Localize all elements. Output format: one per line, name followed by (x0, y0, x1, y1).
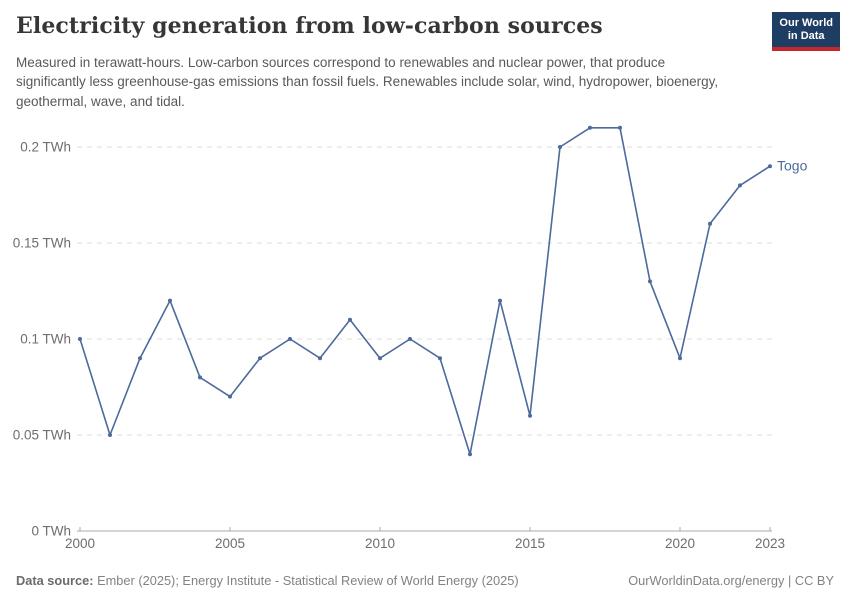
data-source: Data source: Ember (2025); Energy Instit… (16, 573, 519, 588)
data-point[interactable] (318, 356, 322, 361)
data-point[interactable] (228, 394, 232, 399)
data-point[interactable] (558, 145, 562, 149)
data-point[interactable] (168, 298, 172, 303)
data-point[interactable] (528, 413, 532, 418)
data-point[interactable] (738, 183, 742, 188)
data-point[interactable] (498, 298, 502, 303)
data-point[interactable] (708, 221, 712, 226)
data-point[interactable] (588, 125, 592, 130)
x-tick-label: 2005 (215, 536, 245, 551)
y-tick-label: 0.05 TWh (13, 428, 71, 443)
data-point[interactable] (198, 375, 202, 380)
x-tick-label: 2000 (65, 536, 95, 551)
data-point[interactable] (258, 356, 262, 361)
data-source-text: Ember (2025); Energy Institute - Statist… (93, 573, 519, 588)
y-tick-label: 0.2 TWh (20, 140, 71, 155)
x-tick-label: 2010 (365, 536, 395, 551)
owid-logo-line1: Our World (779, 17, 833, 29)
data-point[interactable] (78, 337, 82, 341)
x-tick-label: 2015 (515, 536, 545, 551)
data-point[interactable] (348, 317, 352, 322)
data-point[interactable] (438, 356, 442, 361)
data-point[interactable] (768, 164, 772, 169)
owid-logo[interactable]: Our World in Data (772, 12, 840, 51)
attribution-link[interactable]: OurWorldinData.org/energy | CC BY (628, 573, 834, 588)
chart-subtitle: Measured in terawatt-hours. Low-carbon s… (16, 55, 719, 109)
data-point[interactable] (468, 452, 472, 457)
data-point[interactable] (378, 356, 382, 361)
owid-logo-line2: in Data (787, 30, 825, 42)
data-point[interactable] (108, 433, 112, 437)
x-tick-label: 2020 (665, 536, 695, 551)
chart-title: Electricity generation from low-carbon s… (16, 13, 603, 39)
data-point[interactable] (618, 125, 622, 130)
data-source-label: Data source: (16, 573, 94, 588)
y-tick-label: 0.15 TWh (13, 236, 71, 251)
chart-footer: Data source: Ember (2025); Energy Instit… (16, 573, 834, 588)
data-point[interactable] (288, 337, 292, 341)
data-point[interactable] (138, 356, 142, 361)
y-tick-label: 0 TWh (31, 524, 71, 539)
series-label: Togo (777, 158, 808, 174)
y-tick-label: 0.1 TWh (20, 332, 71, 347)
trend-line (79, 127, 771, 456)
data-point[interactable] (678, 356, 682, 361)
data-point[interactable] (648, 279, 652, 284)
x-tick-label: 2023 (755, 536, 785, 551)
data-point[interactable] (408, 337, 412, 341)
